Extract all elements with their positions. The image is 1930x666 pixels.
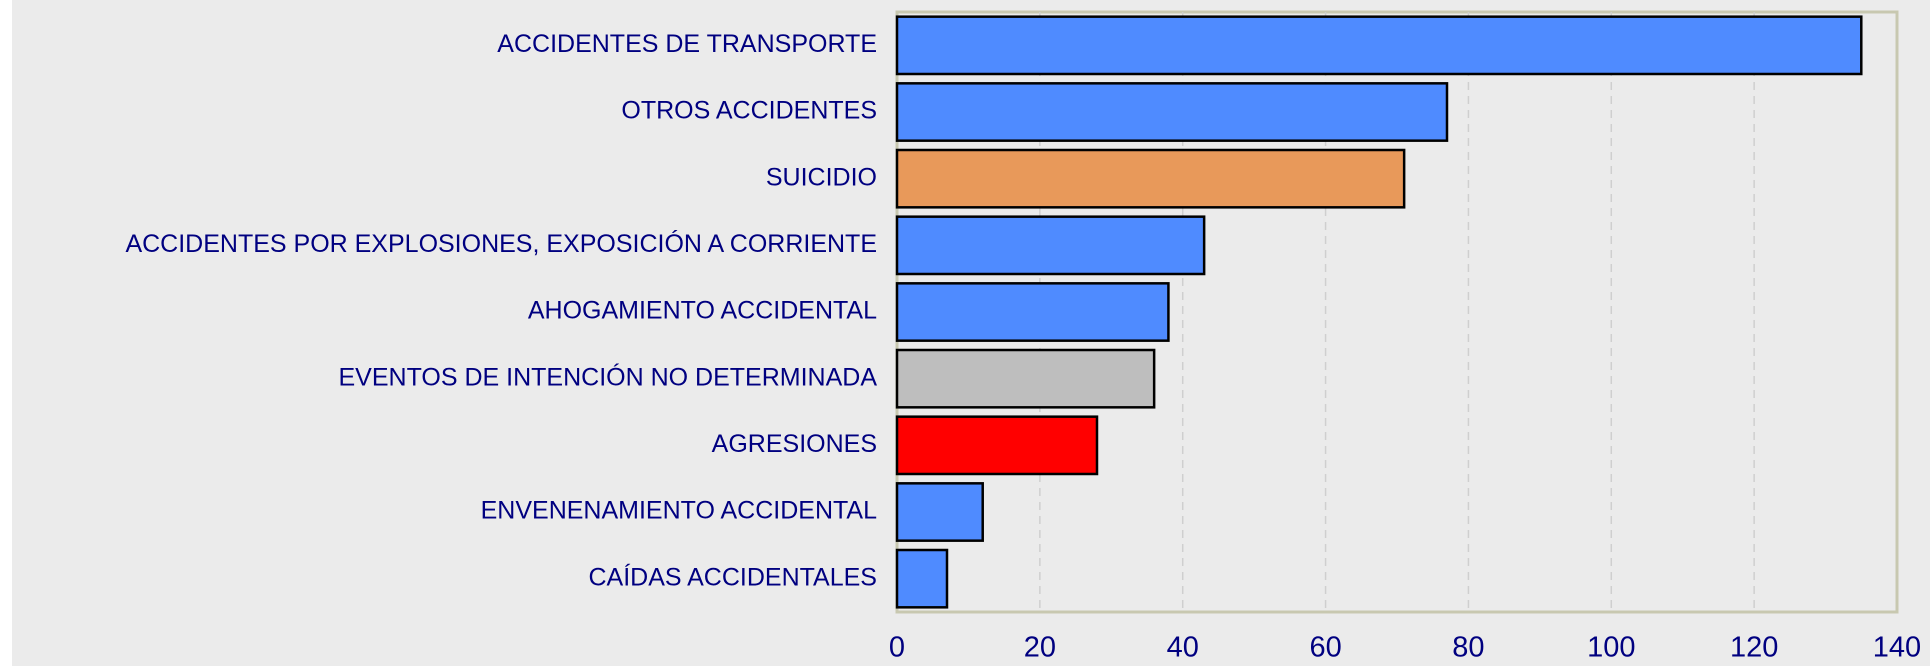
x-tick-label: 20 [1024,632,1056,664]
y-tick-label: ENVENENAMIENTO ACCIDENTAL [481,497,877,525]
bar [895,348,1156,409]
bar [895,215,1206,276]
x-tick-label: 100 [1587,632,1635,664]
bar [895,415,1099,476]
bar [895,15,1863,76]
y-tick-label: EVENTOS DE INTENCIÓN NO DETERMINADA [339,362,878,391]
x-tick-label: 120 [1730,632,1778,664]
y-tick-label: OTROS ACCIDENTES [621,97,877,125]
y-tick-label: AGRESIONES [712,430,877,458]
y-tick-label: ACCIDENTES POR EXPLOSIONES, EXPOSICIÓN A… [125,229,877,258]
x-tick-label: 0 [889,632,905,664]
bar [895,482,984,542]
bar [895,148,1406,209]
y-tick-label: ACCIDENTES DE TRANSPORTE [497,30,877,58]
y-tick-label: CAÍDAS ACCIDENTALES [588,562,877,591]
x-tick-label: 40 [1167,632,1199,664]
x-tick-label: 80 [1452,632,1484,664]
bar [895,82,1449,142]
x-tick-label: 140 [1873,632,1921,664]
bar [895,548,949,609]
x-tick-label: 60 [1309,632,1341,664]
y-tick-label: AHOGAMIENTO ACCIDENTAL [528,297,877,325]
bar [895,282,1170,342]
y-tick-label: SUICIDIO [766,163,877,191]
